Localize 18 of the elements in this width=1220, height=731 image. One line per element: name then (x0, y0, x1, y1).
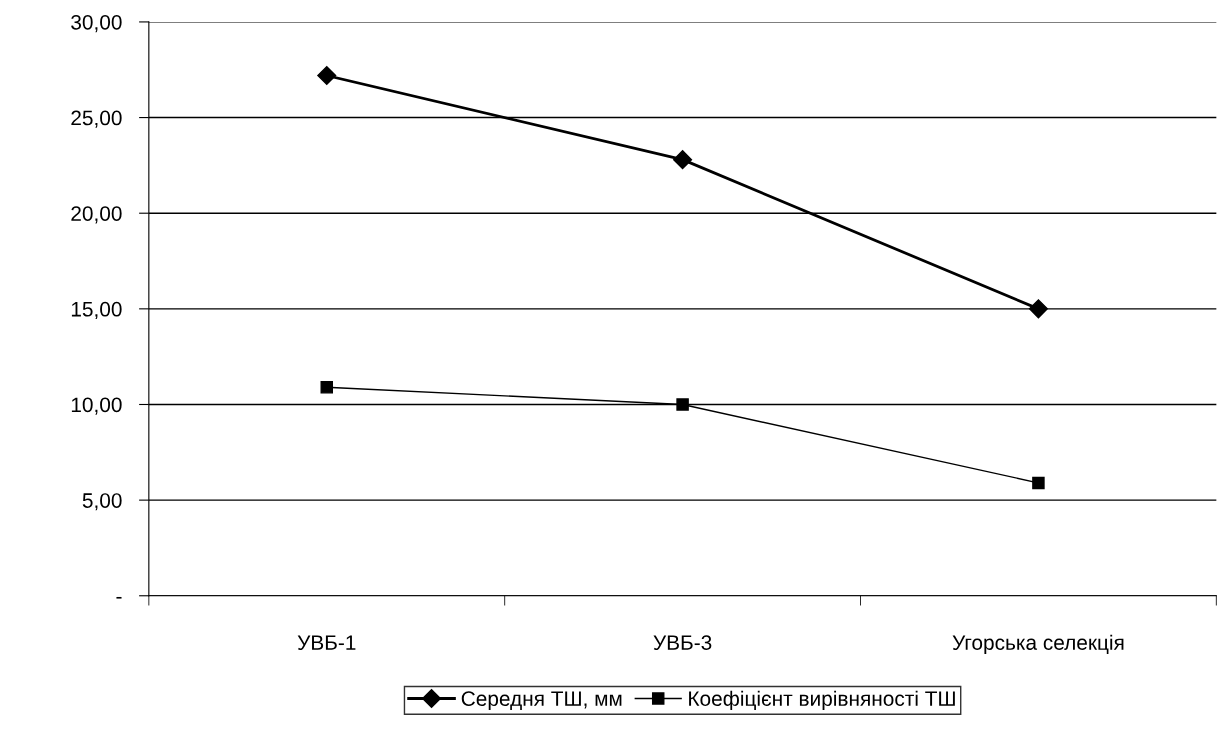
point (1028, 299, 1048, 319)
legend-label: Середня ТШ, мм (461, 691, 622, 711)
point (317, 65, 337, 86)
x-tick-label: УВБ-1 (297, 635, 356, 650)
y-tick-label: - (116, 596, 122, 599)
legend-label: Коефіцієнт вирівняності ТШ (689, 690, 955, 711)
x-tick-label: УВБ-3 (653, 635, 712, 650)
y-tick-label: 5,00 (82, 493, 122, 511)
y-tick-label: 30,00 (71, 14, 122, 33)
y-tick-label: 25,00 (71, 110, 122, 128)
point (673, 150, 693, 170)
y-tick-label: 10,00 (71, 397, 122, 415)
y-tick-label: 20,00 (71, 206, 122, 224)
y-tick-label: 15,00 (71, 301, 122, 320)
point (1032, 476, 1045, 490)
point (676, 398, 689, 411)
point (320, 381, 334, 394)
x-tick-label: Угорська селекція (952, 634, 1124, 655)
